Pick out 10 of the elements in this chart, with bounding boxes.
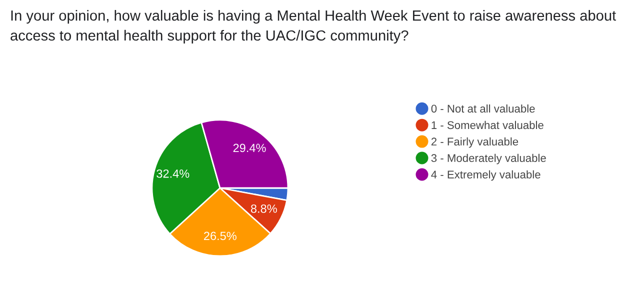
legend-label: 2 - Fairly valuable: [431, 137, 518, 148]
legend-label: 1 - Somewhat valuable: [432, 120, 544, 130]
legend-label: 0 - Not at all valuable: [431, 104, 535, 113]
data-label: 8.8%: [250, 204, 277, 213]
chart-title: In your opinion, how valuable is having a Mental Health Week Event to raise awareness about access to mental health support for the UAC/IGC community?: [10, 10, 616, 44]
data-label: 29.4%: [233, 144, 266, 152]
legend-label: 4 - Extremely valuable: [431, 170, 540, 181]
legend-label: 3 - Moderately valuable: [431, 154, 546, 164]
data-label: 26.5%: [204, 232, 236, 240]
data-label: 32.4%: [156, 169, 190, 178]
